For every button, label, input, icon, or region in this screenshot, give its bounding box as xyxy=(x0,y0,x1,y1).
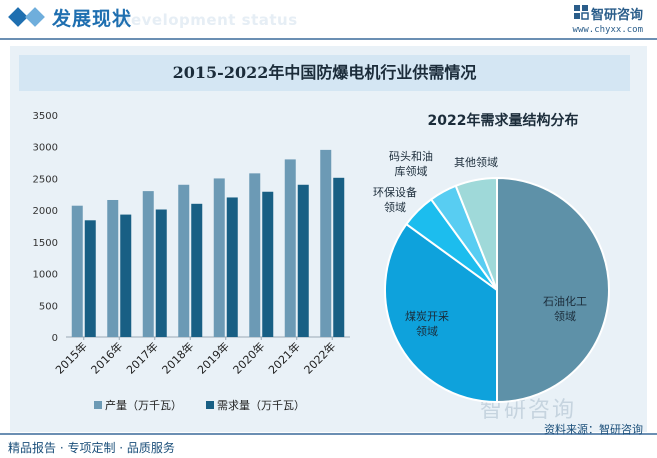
bar-supply xyxy=(71,205,83,337)
page-footer: 精品报告 · 专项定制 · 品质服务 资料来源：智研咨询 xyxy=(0,423,657,458)
bar-demand xyxy=(191,203,203,337)
title-band xyxy=(19,55,630,91)
source-note: 资料来源：智研咨询 xyxy=(544,423,643,436)
header-divider xyxy=(0,38,657,40)
pie-slice xyxy=(384,222,498,404)
y-tick-label: 3000 xyxy=(33,143,58,154)
x-tick-label: 2015年 xyxy=(52,339,89,376)
bar-supply xyxy=(320,149,332,337)
pie-title: 2022年需求量结构分布 xyxy=(428,112,579,129)
pie-slice xyxy=(496,176,610,404)
footer-slogan: 精品报告 · 专项定制 · 品质服务 xyxy=(8,441,175,455)
legend-swatch xyxy=(94,401,102,409)
pie-label: 其他领域 xyxy=(454,156,498,169)
bar-demand xyxy=(226,197,238,337)
pie-label: 石油化工领域 xyxy=(543,294,587,323)
y-tick-label: 1000 xyxy=(33,270,58,281)
x-tick-label: 2021年 xyxy=(265,339,302,376)
bar-demand xyxy=(262,191,274,337)
bar-demand xyxy=(155,209,167,337)
legend-label: 产量（万千瓦） xyxy=(105,398,182,412)
x-tick-label: 2017年 xyxy=(123,339,160,376)
bar-supply xyxy=(249,173,261,337)
brand-url: www.chyxx.com xyxy=(572,25,643,35)
y-tick-label: 0 xyxy=(52,333,58,344)
y-tick-label: 1500 xyxy=(33,238,58,249)
brand: 智研咨询 www.chyxx.com xyxy=(573,4,643,35)
bar-demand xyxy=(120,214,132,337)
diamond-icons xyxy=(8,7,45,27)
bar-supply xyxy=(107,199,119,337)
bar-demand xyxy=(333,177,345,337)
pie-label: 码头和油库领域 xyxy=(389,149,433,178)
bar-supply xyxy=(178,184,190,337)
bar-supply xyxy=(142,191,154,337)
brand-name: 智研咨询 xyxy=(590,8,643,23)
pie-label: 煤炭开采领域 xyxy=(405,310,449,338)
y-tick-label: 500 xyxy=(39,301,58,312)
chyxx-logo-icon xyxy=(573,5,589,20)
legend-label: 需求量（万千瓦） xyxy=(217,399,305,412)
bar-supply xyxy=(213,178,225,337)
y-tick-label: 3500 xyxy=(33,111,58,122)
bar-supply xyxy=(284,159,296,337)
pie-slice xyxy=(454,176,498,291)
section-subtitle: Development status xyxy=(118,11,298,29)
y-tick-label: 2500 xyxy=(33,174,58,185)
y-tick-label: 2000 xyxy=(33,206,58,217)
page-header: Development status 发展现状 智研咨询 www.chyxx.c… xyxy=(0,0,657,40)
bar-chart: 05001000150020002500300035002015年2016年20… xyxy=(33,111,350,412)
legend-swatch xyxy=(206,401,214,409)
x-tick-label: 2020年 xyxy=(230,339,267,376)
x-tick-label: 2016年 xyxy=(88,339,125,376)
x-tick-label: 2019年 xyxy=(194,339,231,376)
x-tick-label: 2018年 xyxy=(159,339,196,376)
bar-demand xyxy=(84,220,96,337)
x-tick-label: 2022年 xyxy=(301,339,338,376)
bar-demand xyxy=(297,184,309,337)
pie-label: 环保设备领域 xyxy=(373,185,417,214)
chart-title: 2015-2022年中国防爆电机行业供需情况 xyxy=(172,63,477,82)
footer-divider xyxy=(0,433,657,435)
section-title: 发展现状 xyxy=(52,8,133,30)
